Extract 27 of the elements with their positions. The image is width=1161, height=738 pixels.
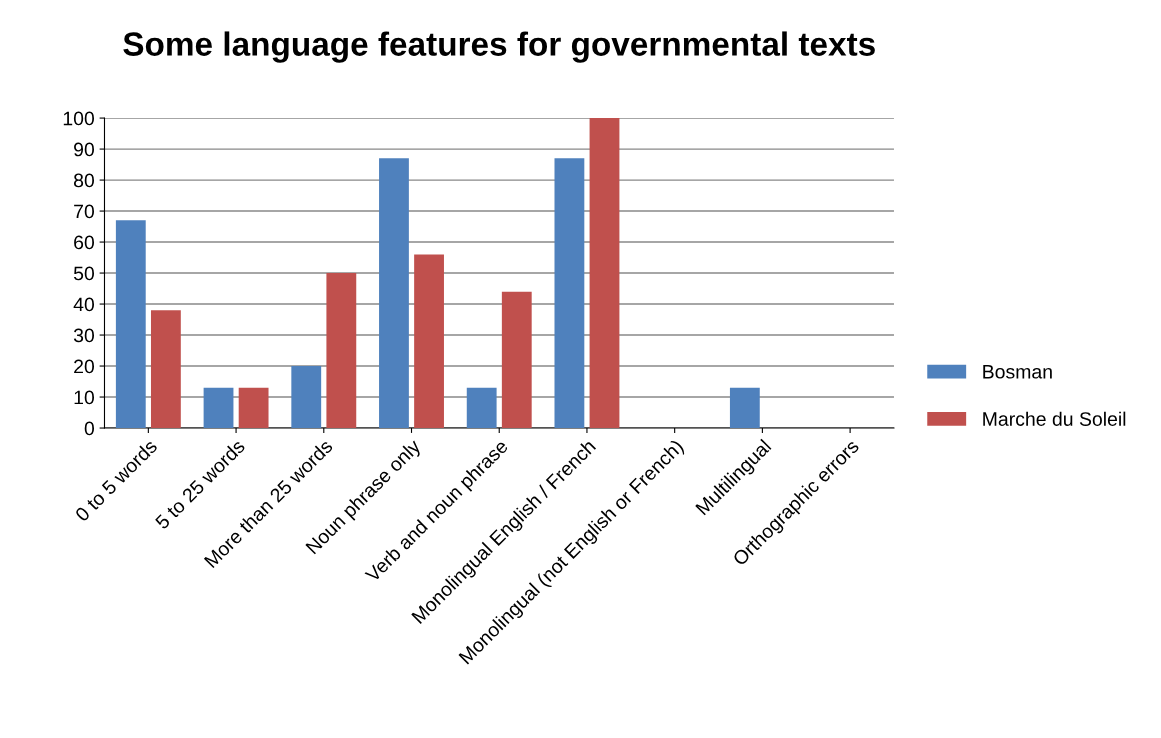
y-tick-label: 0 (84, 421, 95, 436)
bar (203, 387, 234, 429)
bar (466, 387, 497, 429)
bar (326, 273, 357, 429)
bar (379, 158, 409, 429)
legend-label: Marche du Soleil (983, 411, 1126, 426)
y-tick-label: 30 (73, 328, 95, 343)
bar (291, 366, 322, 429)
bar (414, 254, 444, 429)
bar (238, 387, 269, 429)
y-tick-label: 50 (73, 266, 95, 281)
bar (589, 118, 620, 429)
legend-label: Bosman (983, 365, 1052, 379)
bar (115, 220, 146, 429)
y-tick-label: 70 (74, 204, 95, 219)
chart-title: Some language features for governmental texts (123, 31, 875, 63)
bar (554, 158, 585, 429)
bar (501, 291, 532, 429)
y-tick-label: 90 (74, 142, 95, 157)
y-tick-label: 100 (63, 111, 95, 126)
bar (150, 310, 181, 429)
y-tick-label: 40 (73, 297, 95, 312)
y-tick-label: 10 (74, 390, 95, 405)
y-tick-label: 80 (73, 173, 95, 188)
bar (729, 387, 760, 429)
y-tick-label: 20 (74, 359, 95, 374)
y-tick-label: 60 (74, 235, 95, 250)
